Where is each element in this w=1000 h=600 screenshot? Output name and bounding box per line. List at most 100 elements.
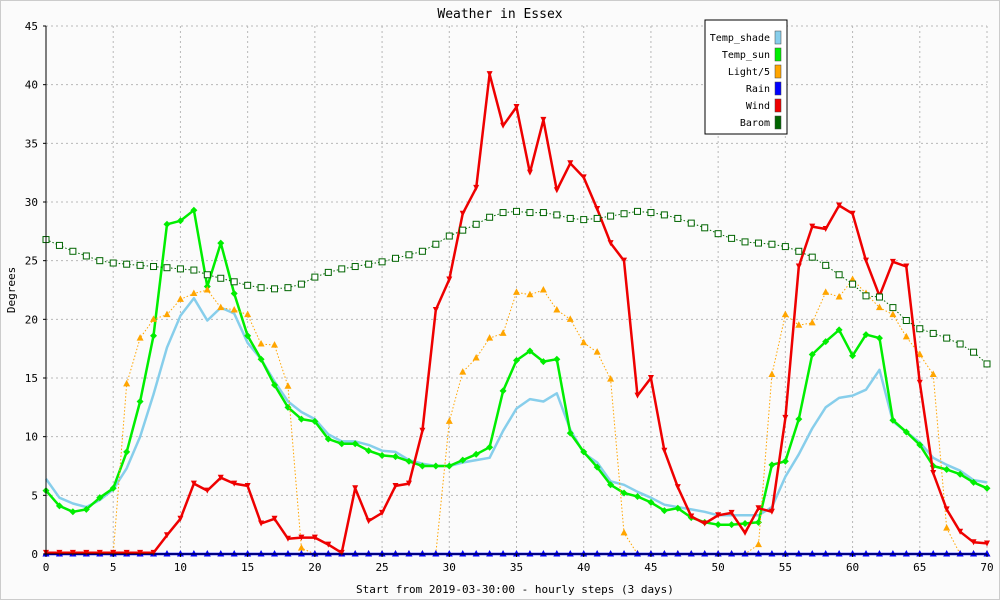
data-point	[580, 448, 588, 456]
data-point	[378, 550, 386, 557]
data-point	[486, 550, 494, 557]
data-point	[163, 264, 171, 272]
chart-title: Weather in Essex	[437, 7, 562, 22]
data-point	[580, 174, 587, 181]
data-point	[284, 535, 291, 542]
data-point	[741, 550, 749, 557]
data-point	[768, 508, 775, 515]
series-4	[43, 71, 990, 556]
data-point	[311, 550, 319, 557]
data-point	[123, 549, 130, 556]
legend-box	[704, 19, 788, 135]
data-point	[55, 241, 63, 249]
data-point	[257, 355, 265, 363]
data-point	[715, 512, 722, 519]
data-point	[580, 550, 588, 557]
data-point	[956, 470, 964, 478]
data-point	[257, 284, 265, 292]
data-point	[593, 550, 601, 557]
data-point	[593, 348, 601, 355]
y-tick-label: 40	[25, 79, 38, 92]
data-point	[217, 274, 225, 282]
data-point	[499, 550, 507, 557]
data-point	[109, 259, 117, 267]
data-point	[728, 509, 735, 516]
data-point	[621, 257, 628, 264]
data-point	[150, 315, 158, 322]
data-point	[392, 550, 400, 557]
grid	[46, 25, 988, 554]
data-point	[795, 263, 802, 270]
x-tick-label: 70	[980, 561, 993, 574]
data-point	[660, 211, 668, 219]
data-point	[660, 550, 668, 557]
data-point	[82, 505, 90, 513]
data-point	[499, 209, 507, 217]
data-point	[808, 351, 816, 359]
data-point	[445, 417, 453, 424]
data-point	[230, 278, 238, 286]
data-point	[647, 498, 655, 506]
x-tick-label: 45	[644, 561, 657, 574]
y-tick-label: 30	[25, 196, 38, 209]
data-point	[230, 550, 238, 557]
data-point	[378, 258, 386, 266]
data-point	[324, 435, 332, 443]
data-point	[190, 266, 198, 274]
data-point	[674, 214, 682, 222]
y-tick-label: 10	[25, 431, 38, 444]
data-point	[902, 332, 910, 340]
data-point	[916, 550, 924, 557]
data-point	[553, 305, 561, 313]
data-point	[768, 550, 776, 557]
data-point	[419, 427, 426, 434]
data-point	[875, 293, 883, 301]
data-point	[258, 520, 265, 527]
data-point	[163, 310, 171, 318]
data-point	[647, 375, 654, 381]
data-point	[190, 289, 198, 297]
data-point	[768, 370, 776, 377]
data-point	[150, 549, 157, 556]
data-point	[929, 329, 937, 337]
data-point	[365, 260, 373, 268]
data-point	[338, 265, 346, 273]
data-point	[513, 207, 520, 215]
data-point	[539, 209, 547, 217]
data-point	[687, 550, 695, 557]
y-tick-label: 25	[25, 255, 38, 268]
data-point	[176, 217, 184, 225]
series-line	[45, 210, 988, 365]
data-point	[204, 487, 211, 494]
data-point	[863, 257, 870, 264]
data-point	[351, 263, 359, 271]
data-point	[795, 247, 803, 255]
data-point	[902, 428, 910, 436]
data-point	[809, 223, 816, 230]
legend-label: Temp_sun	[722, 50, 770, 61]
data-point	[217, 474, 224, 481]
x-tick-label: 60	[846, 561, 859, 574]
data-point	[137, 549, 144, 556]
data-point	[875, 550, 883, 557]
data-point	[553, 211, 561, 219]
data-point	[109, 484, 117, 492]
data-point	[486, 213, 494, 221]
data-point	[553, 550, 561, 557]
data-point	[473, 184, 480, 191]
x-tick-label: 5	[110, 561, 117, 574]
data-point	[56, 549, 63, 556]
data-point	[445, 462, 453, 470]
x-tick-label: 65	[913, 561, 926, 574]
data-point	[781, 310, 789, 318]
data-point	[849, 275, 857, 282]
data-point	[566, 214, 574, 222]
data-point	[862, 331, 870, 339]
data-point	[607, 212, 615, 220]
data-point	[539, 358, 547, 366]
data-point	[338, 440, 346, 448]
data-point	[217, 239, 225, 247]
data-point	[513, 288, 520, 295]
y-tick-label: 20	[25, 313, 38, 326]
